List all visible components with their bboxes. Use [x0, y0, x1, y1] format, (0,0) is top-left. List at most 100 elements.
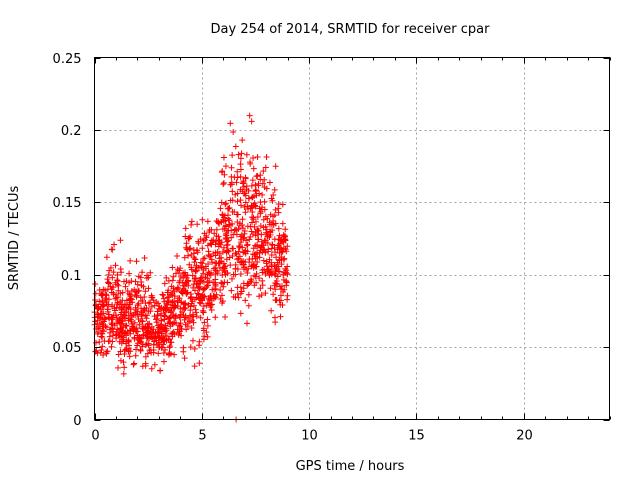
data-point [232, 265, 239, 272]
data-point [245, 291, 252, 298]
data-point [171, 313, 178, 320]
data-point [277, 283, 284, 290]
data-point [157, 367, 164, 374]
data-point [270, 222, 277, 229]
data-point [260, 257, 267, 264]
data-point [182, 269, 188, 276]
data-point [198, 264, 205, 271]
data-point [137, 274, 144, 281]
data-point [193, 247, 200, 254]
data-point [99, 343, 106, 350]
data-point [204, 333, 211, 340]
data-point [262, 229, 269, 236]
data-point [249, 219, 256, 226]
data-point [198, 293, 205, 300]
data-point [200, 286, 207, 293]
data-point [212, 267, 219, 274]
data-point [180, 348, 187, 355]
data-point [241, 234, 248, 241]
data-point [169, 277, 176, 284]
data-point [127, 295, 134, 302]
data-point [245, 187, 252, 194]
data-point [166, 344, 173, 351]
data-point [249, 194, 256, 201]
data-point [117, 348, 124, 355]
data-point [167, 339, 174, 346]
data-point [176, 295, 183, 302]
x-tick-label: 5 [198, 429, 206, 444]
data-point [107, 326, 114, 333]
data-point [239, 188, 246, 195]
data-point [280, 271, 287, 278]
data-point [121, 329, 128, 336]
data-point [272, 297, 279, 304]
data-point [106, 280, 113, 287]
data-point [125, 303, 132, 310]
data-point [247, 205, 254, 212]
data-point [142, 323, 149, 330]
data-point [215, 219, 222, 226]
data-point [177, 305, 184, 312]
data-point [191, 255, 198, 262]
data-point [123, 346, 130, 353]
data-point [191, 276, 198, 283]
data-point [283, 248, 290, 255]
data-point [242, 174, 249, 181]
data-point [158, 310, 165, 317]
data-point [207, 297, 214, 304]
data-point [278, 246, 285, 253]
data-point [250, 165, 257, 172]
data-point [254, 153, 261, 160]
data-point [162, 313, 169, 320]
data-point [259, 191, 266, 198]
data-point [106, 267, 113, 274]
data-point [134, 340, 141, 347]
data-point [177, 323, 184, 330]
data-point [147, 299, 154, 306]
data-point [154, 308, 161, 315]
data-point [252, 232, 259, 239]
data-point [234, 190, 241, 197]
data-point [237, 270, 244, 277]
data-point [117, 357, 124, 364]
data-point [112, 262, 119, 269]
data-point [263, 185, 270, 192]
data-point [177, 311, 184, 318]
data-point [224, 241, 231, 248]
data-point [120, 359, 127, 366]
data-point [276, 232, 283, 239]
data-point [148, 365, 155, 372]
data-point [222, 163, 229, 170]
data-point [142, 341, 149, 348]
data-point [181, 254, 188, 261]
data-point [242, 209, 249, 216]
data-point [278, 256, 285, 263]
data-point [218, 279, 225, 286]
data-point [201, 285, 208, 292]
data-point [218, 239, 225, 246]
data-point [284, 271, 291, 278]
data-point [253, 270, 260, 277]
data-point [192, 275, 199, 282]
data-point [216, 220, 223, 227]
data-point [127, 310, 134, 317]
data-point [148, 303, 155, 310]
data-point [239, 137, 246, 144]
data-point [256, 275, 263, 282]
data-point [237, 239, 244, 246]
data-point [243, 151, 250, 158]
data-point [120, 370, 127, 377]
data-point [185, 235, 192, 242]
data-point [219, 292, 226, 299]
data-point [137, 346, 144, 353]
data-point [152, 333, 159, 340]
data-point [230, 128, 237, 135]
y-tick-label: 0.25 [53, 52, 82, 67]
data-point [92, 302, 99, 309]
data-point [104, 276, 111, 283]
data-point [101, 297, 108, 304]
data-point [100, 302, 107, 309]
data-point [234, 256, 241, 263]
data-point [222, 222, 229, 229]
data-point [150, 346, 157, 353]
